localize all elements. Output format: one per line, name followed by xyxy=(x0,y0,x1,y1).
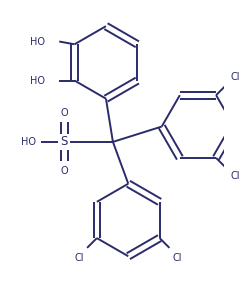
Text: O: O xyxy=(60,166,68,176)
Text: Cl: Cl xyxy=(230,72,240,82)
Text: Cl: Cl xyxy=(172,253,182,262)
Text: Cl: Cl xyxy=(230,171,240,181)
Text: HO: HO xyxy=(30,76,45,85)
Text: S: S xyxy=(60,135,68,148)
Text: O: O xyxy=(60,108,68,118)
Text: Cl: Cl xyxy=(75,253,84,262)
Text: HO: HO xyxy=(21,137,36,147)
Text: HO: HO xyxy=(30,37,45,47)
